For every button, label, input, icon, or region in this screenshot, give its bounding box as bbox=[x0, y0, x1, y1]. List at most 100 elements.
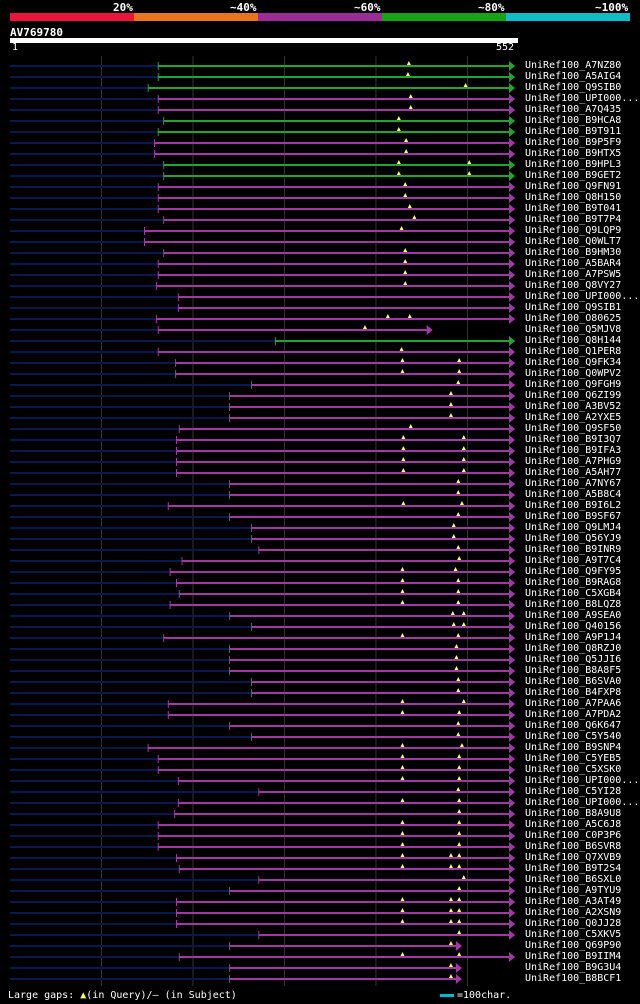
hit-label[interactable]: UniRef100_A2YXE5 bbox=[525, 412, 622, 423]
hit-label[interactable]: UniRef100_O80625 bbox=[525, 313, 622, 324]
hit-label[interactable]: UniRef100_C0P3P6 bbox=[525, 830, 622, 841]
hit-label[interactable]: UniRef100_B4FXP8 bbox=[525, 687, 622, 698]
hit-label[interactable]: UniRef100_C5XGB4 bbox=[525, 588, 622, 599]
hit-label[interactable]: UniRef100_B9P5F9 bbox=[525, 137, 622, 148]
hit-label[interactable]: UniRef100_B9T7P4 bbox=[525, 214, 622, 225]
alignment-end-arrow-icon bbox=[509, 732, 515, 742]
hit-label[interactable]: UniRef100_Q7XVB9 bbox=[525, 852, 622, 863]
hit-label[interactable]: UniRef100_B9IFA3 bbox=[525, 445, 622, 456]
hit-label[interactable]: UniRef100_Q9SF50 bbox=[525, 423, 622, 434]
hit-label[interactable]: UniRef100_A7NZ80 bbox=[525, 60, 622, 71]
hit-label[interactable]: UniRef100_Q0JJ28 bbox=[525, 918, 622, 929]
hit-label[interactable]: UniRef100_A9T7C4 bbox=[525, 555, 622, 566]
hit-label[interactable]: UniRef100_A7PDA2 bbox=[525, 709, 622, 720]
hit-label[interactable]: UniRef100_B8A9U8 bbox=[525, 808, 622, 819]
hit-label[interactable]: UniRef100_Q9LQP9 bbox=[525, 225, 622, 236]
hit-label[interactable]: UniRef100_B9T911 bbox=[525, 126, 622, 137]
hit-label[interactable]: UniRef100_Q8H150 bbox=[525, 192, 622, 203]
hit-label[interactable]: UniRef100_C5XSK0 bbox=[525, 764, 622, 775]
hit-label[interactable]: UniRef100_Q6K647 bbox=[525, 720, 622, 731]
hit-label[interactable]: UniRef100_C5YEB5 bbox=[525, 753, 622, 764]
hit-label[interactable]: UniRef100_B9INR9 bbox=[525, 544, 622, 555]
hit-label[interactable]: UniRef100_Q9FY95 bbox=[525, 566, 622, 577]
hit-label[interactable]: UniRef100_B6SXL0 bbox=[525, 874, 622, 885]
hit-label[interactable]: UniRef100_Q8H144 bbox=[525, 335, 622, 346]
hit-label[interactable]: UniRef100_B6SVR8 bbox=[525, 841, 622, 852]
hit-label[interactable]: UniRef100_A7NY67 bbox=[525, 478, 622, 489]
query-gap-marker bbox=[457, 930, 462, 934]
hit-label[interactable]: UniRef100_B8A8F5 bbox=[525, 665, 622, 676]
alignment-end-arrow-icon bbox=[509, 600, 515, 610]
hit-label[interactable]: UniRef100_Q56YJ9 bbox=[525, 533, 622, 544]
query-gap-marker bbox=[456, 479, 461, 483]
query-id: AV769780 bbox=[10, 26, 63, 39]
hit-label[interactable]: UniRef100_Q9FGH9 bbox=[525, 379, 622, 390]
hit-label[interactable]: UniRef100_Q5MJV8 bbox=[525, 324, 622, 335]
gap-legend-subject: (in Subject) bbox=[158, 990, 237, 1001]
legend-label-1: 20% bbox=[113, 1, 133, 14]
hit-label[interactable]: UniRef100_B9SNP4 bbox=[525, 742, 622, 753]
hit-label[interactable]: UniRef100_Q8VY27 bbox=[525, 280, 622, 291]
hit-label[interactable]: UniRef100_B6SVA0 bbox=[525, 676, 622, 687]
legend-label-2: ~40% bbox=[230, 1, 257, 14]
hit-label[interactable]: UniRef100_Q9SIB0 bbox=[525, 82, 622, 93]
hit-label[interactable]: UniRef100_Q0WPV2 bbox=[525, 368, 622, 379]
hit-label[interactable]: UniRef100_B9T2S4 bbox=[525, 863, 622, 874]
hit-label[interactable]: UniRef100_Q9LMJ4 bbox=[525, 522, 622, 533]
query-gap-marker bbox=[400, 710, 405, 714]
hit-label[interactable]: UniRef100_Q6ZI99 bbox=[525, 390, 622, 401]
hit-label[interactable]: UniRef100_B9T041 bbox=[525, 203, 622, 214]
hit-label[interactable]: UniRef100_Q69P90 bbox=[525, 940, 622, 951]
hit-label[interactable]: UniRef100_Q8RZJ0 bbox=[525, 643, 622, 654]
hit-label[interactable]: UniRef100_Q1PER8 bbox=[525, 346, 622, 357]
hit-label[interactable]: UniRef100_UPI000... bbox=[525, 797, 640, 808]
hit-label[interactable]: UniRef100_B9GET2 bbox=[525, 170, 622, 181]
hit-label[interactable]: UniRef100_A5C6J8 bbox=[525, 819, 622, 830]
hit-label[interactable]: UniRef100_Q5JJI6 bbox=[525, 654, 622, 665]
hit-label[interactable]: UniRef100_Q40156 bbox=[525, 621, 622, 632]
hit-label[interactable]: UniRef100_UPI000... bbox=[525, 775, 640, 786]
hit-label[interactable]: UniRef100_UPI000... bbox=[525, 291, 640, 302]
hit-label[interactable]: UniRef100_B9HTX5 bbox=[525, 148, 622, 159]
hit-label[interactable]: UniRef100_A3AT49 bbox=[525, 896, 622, 907]
alignment-end-arrow-icon bbox=[509, 655, 515, 665]
hit-label[interactable]: UniRef100_B9RAG8 bbox=[525, 577, 622, 588]
hit-label[interactable]: UniRef100_A5AH77 bbox=[525, 467, 622, 478]
hit-label[interactable]: UniRef100_A9P1J4 bbox=[525, 632, 622, 643]
hit-label[interactable]: UniRef100_B9I6L2 bbox=[525, 500, 622, 511]
hit-label[interactable]: UniRef100_A3BV52 bbox=[525, 401, 622, 412]
hit-label[interactable]: UniRef100_B8LQZ8 bbox=[525, 599, 622, 610]
hit-label[interactable]: UniRef100_Q9FK34 bbox=[525, 357, 622, 368]
legend-bar-5 bbox=[506, 13, 630, 21]
query-gap-marker bbox=[400, 578, 405, 582]
alignment-end-arrow-icon bbox=[509, 699, 515, 709]
hit-label[interactable]: UniRef100_A2XSN9 bbox=[525, 907, 622, 918]
hit-label[interactable]: UniRef100_C5XKV5 bbox=[525, 929, 622, 940]
hit-label[interactable]: UniRef100_A5BAR4 bbox=[525, 258, 622, 269]
hit-label[interactable]: UniRef100_C5YI28 bbox=[525, 786, 622, 797]
hit-label[interactable]: UniRef100_Q9FN91 bbox=[525, 181, 622, 192]
hit-label[interactable]: UniRef100_B9IIM4 bbox=[525, 951, 622, 962]
hit-label[interactable]: UniRef100_B8BCF1 bbox=[525, 973, 622, 984]
hit-label[interactable]: UniRef100_B9HCA8 bbox=[525, 115, 622, 126]
hit-label[interactable]: UniRef100_UPI000... bbox=[525, 93, 640, 104]
hit-label[interactable]: UniRef100_A5B8C4 bbox=[525, 489, 622, 500]
hit-label[interactable]: UniRef100_B9HPL3 bbox=[525, 159, 622, 170]
query-gap-marker bbox=[400, 842, 405, 846]
hit-label[interactable]: UniRef100_B9SF67 bbox=[525, 511, 622, 522]
hit-label[interactable]: UniRef100_A9SEA0 bbox=[525, 610, 622, 621]
hit-label[interactable]: UniRef100_B9HM30 bbox=[525, 247, 622, 258]
hit-label[interactable]: UniRef100_A7PSW5 bbox=[525, 269, 622, 280]
hit-label[interactable]: UniRef100_A7PAA6 bbox=[525, 698, 622, 709]
hit-label[interactable]: UniRef100_Q9SIB1 bbox=[525, 302, 622, 313]
alignment-end-arrow-icon bbox=[509, 479, 515, 489]
hit-label[interactable]: UniRef100_A5AIG4 bbox=[525, 71, 622, 82]
hit-label[interactable]: UniRef100_Q0WLT7 bbox=[525, 236, 622, 247]
hit-label[interactable]: UniRef100_B9I3Q7 bbox=[525, 434, 622, 445]
hit-label[interactable]: UniRef100_B9G3U4 bbox=[525, 962, 622, 973]
hit-label[interactable]: UniRef100_A7PHG9 bbox=[525, 456, 622, 467]
hit-label[interactable]: UniRef100_C5Y540 bbox=[525, 731, 622, 742]
query-gap-marker bbox=[400, 798, 405, 802]
hit-label[interactable]: UniRef100_A9TYU9 bbox=[525, 885, 622, 896]
hit-label[interactable]: UniRef100_A7Q435 bbox=[525, 104, 622, 115]
